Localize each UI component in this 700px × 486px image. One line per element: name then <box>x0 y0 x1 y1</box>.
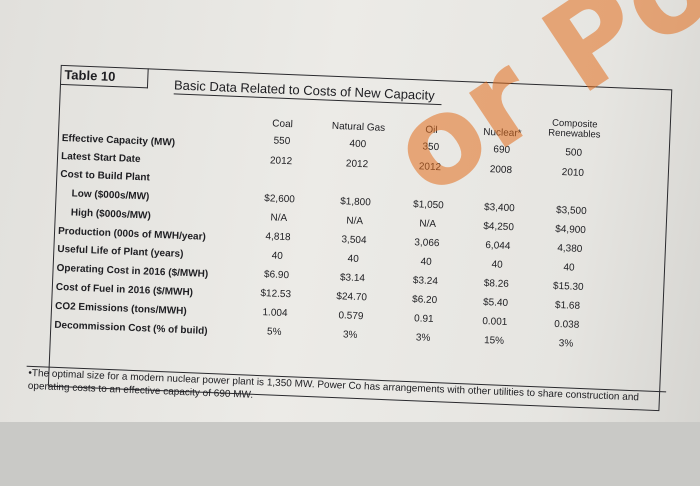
table-cell: N/A <box>270 212 288 225</box>
document-page: Table 10 Basic Data Related to Costs of … <box>23 0 700 481</box>
table-cell: 350 <box>422 141 440 154</box>
table-cell: 3% <box>415 332 431 344</box>
table-cell: 6,044 <box>485 240 511 253</box>
table-cell: 690 <box>493 144 511 156</box>
column-header-composite-renewables: Composite Renewables <box>548 117 601 141</box>
column-header-oil: Oil <box>425 124 438 137</box>
table-cell: 4,818 <box>265 231 291 244</box>
table-cell: 550 <box>273 135 291 148</box>
table-cell: $8.26 <box>483 278 510 291</box>
table-cell: 3,066 <box>414 237 440 250</box>
table-cell: $3.24 <box>412 275 439 288</box>
table-cell: 2008 <box>489 164 513 177</box>
table-cell: 2012 <box>418 161 442 174</box>
table-cell: $1,050 <box>412 199 444 212</box>
table-cell: $5.40 <box>482 297 509 309</box>
table-cell: 2012 <box>269 155 293 168</box>
table-cell: 15% <box>483 335 505 347</box>
table-cell: $3,400 <box>483 201 515 215</box>
table-cell: 0.001 <box>482 315 508 328</box>
table-cell: 40 <box>491 259 503 271</box>
table-cell: $4,250 <box>483 220 515 234</box>
table-cell: $6.90 <box>263 269 290 282</box>
table-cell: $2,600 <box>264 193 296 206</box>
paper-background <box>0 0 700 422</box>
column-header-coal: Coal <box>272 118 294 131</box>
table-cell: 5% <box>266 326 282 338</box>
table-cell: 1.004 <box>262 307 288 320</box>
table-cell: 40 <box>271 250 284 262</box>
column-header-nuclear: Nuclear* <box>483 126 522 140</box>
table-cell: 0.91 <box>413 313 434 326</box>
table-cell: $6.20 <box>411 294 438 307</box>
table-cell: $12.53 <box>260 288 292 301</box>
table-label: Table 10 <box>59 64 149 89</box>
table-cell: 40 <box>420 256 432 268</box>
table-cell: N/A <box>419 218 437 231</box>
